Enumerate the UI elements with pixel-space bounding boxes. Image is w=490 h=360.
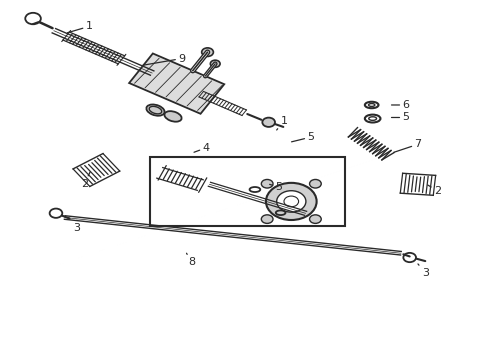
Text: 1: 1 [68, 21, 93, 33]
Text: 5: 5 [392, 112, 409, 122]
Text: 3: 3 [74, 220, 80, 233]
Circle shape [261, 215, 273, 224]
Circle shape [310, 215, 321, 224]
Circle shape [277, 191, 306, 212]
Text: 3: 3 [418, 264, 429, 278]
Circle shape [266, 183, 317, 220]
Text: 7: 7 [394, 139, 421, 152]
Text: 1: 1 [277, 116, 288, 130]
Text: 6: 6 [392, 100, 409, 110]
Circle shape [261, 180, 273, 188]
Bar [150, 157, 345, 226]
Polygon shape [129, 53, 224, 114]
Circle shape [210, 60, 220, 67]
Text: 2: 2 [428, 185, 441, 196]
Text: 5: 5 [270, 182, 283, 192]
Circle shape [262, 118, 275, 127]
Text: 4: 4 [194, 143, 210, 153]
Circle shape [202, 48, 213, 57]
Circle shape [310, 180, 321, 188]
Ellipse shape [147, 104, 165, 116]
Text: 9: 9 [143, 54, 185, 65]
Text: 2: 2 [81, 172, 90, 189]
Ellipse shape [165, 111, 182, 122]
Text: 8: 8 [187, 253, 195, 267]
Text: 5: 5 [292, 132, 314, 142]
